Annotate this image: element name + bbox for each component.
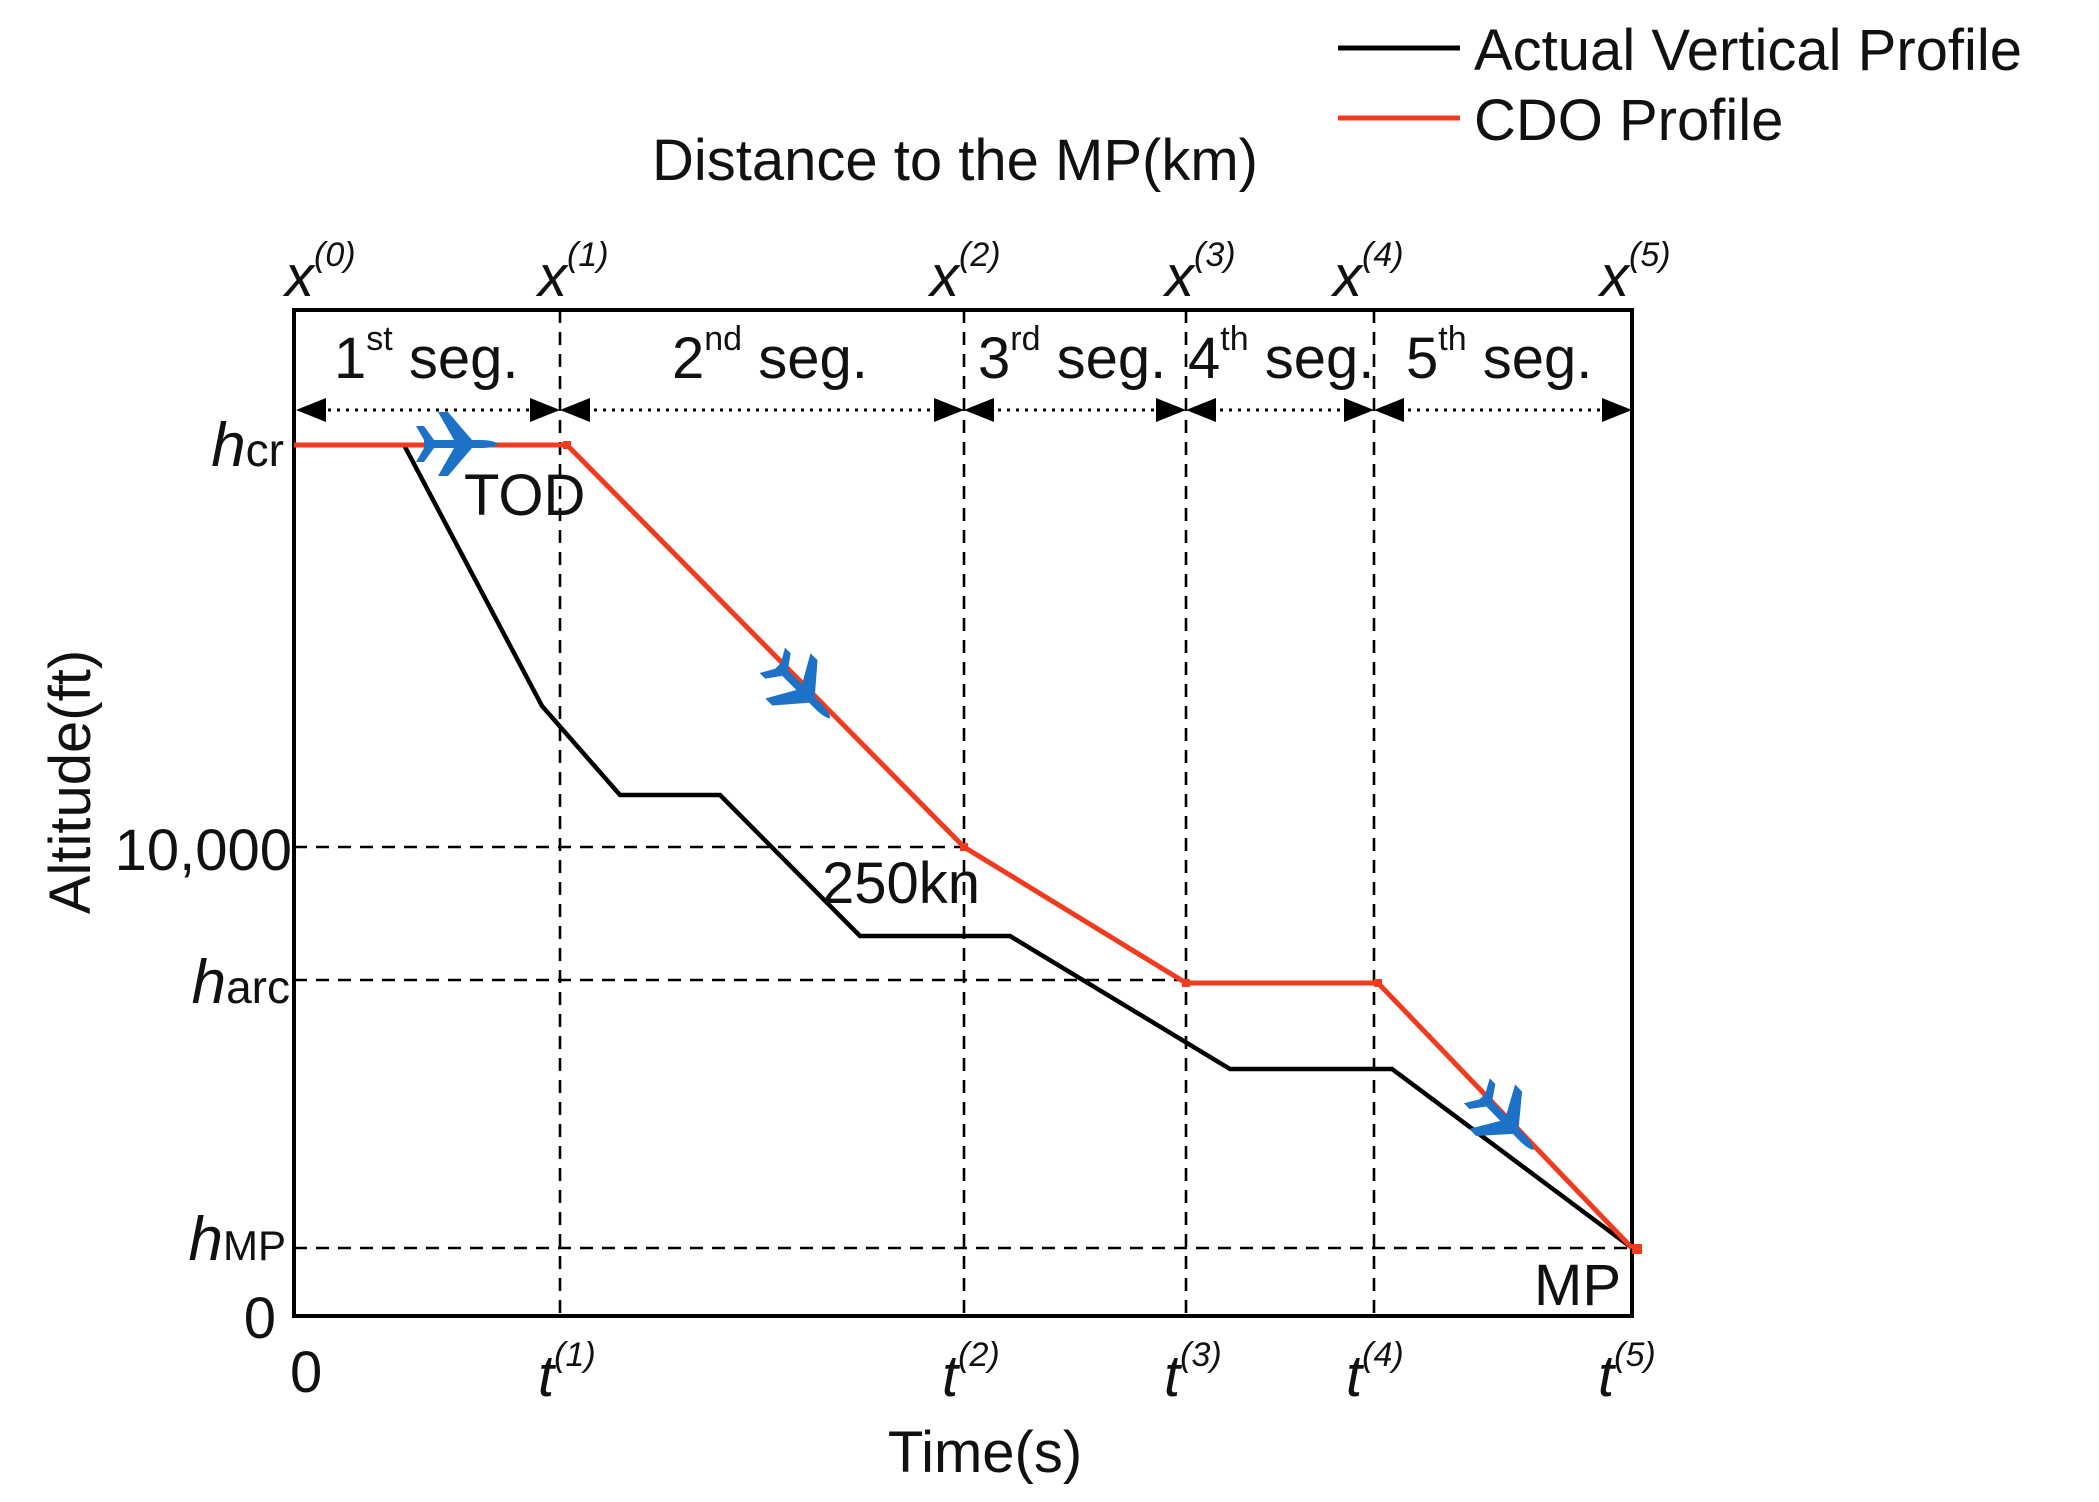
arrowhead-5-right (1602, 398, 1632, 422)
horizontal-guides (294, 845, 1632, 1250)
segment-label-4: 4th seg. (1188, 320, 1374, 391)
cdo-node-tod (563, 441, 571, 449)
arrowhead-1-left (296, 398, 326, 422)
distance-mark-5: x(5) (1597, 236, 1671, 309)
altitude-labels: hcr 10,000 harc hMP 0 (115, 411, 292, 1351)
distance-mark-4: x(4) (1330, 236, 1404, 309)
cdo-node-mp (1632, 1244, 1642, 1254)
actual-profile-line (294, 442, 1634, 1250)
airplane-icon (759, 647, 831, 719)
speed-label: 250kn (822, 851, 980, 916)
legend-actual-label: Actual Vertical Profile (1474, 18, 2022, 83)
arrowhead-5-left (1374, 398, 1404, 422)
y-axis-title: Altitude(ft) (38, 650, 103, 914)
arrowhead-1-right (530, 398, 560, 422)
top-axis-title: Distance to the MP(km) (652, 128, 1258, 193)
time-mark-0: 0 (290, 1340, 322, 1405)
arrowhead-3-left (964, 398, 994, 422)
arrowhead-4-right (1344, 398, 1374, 422)
time-mark-1: t(1) (538, 1336, 596, 1409)
x-axis-title: Time(s) (888, 1420, 1082, 1485)
cdo-node-harc-end (1374, 979, 1382, 987)
legend: Actual Vertical Profile CDO Profile (1338, 18, 2022, 153)
segment-arrows (296, 398, 1632, 422)
segment-labels: 1st seg. 2nd seg. 3rd seg. 4th seg. 5th … (334, 320, 1592, 391)
altitude-label-harc: harc (192, 948, 290, 1017)
segment-label-5: 5th seg. (1406, 320, 1592, 391)
time-mark-3: t(3) (1164, 1336, 1222, 1409)
arrowhead-2-right (934, 398, 964, 422)
segment-label-1: 1st seg. (334, 320, 518, 391)
cdo-node-10000 (960, 843, 968, 851)
legend-cdo-label: CDO Profile (1474, 88, 1783, 153)
altitude-label-hcr: hcr (211, 411, 284, 480)
segment-label-2: 2nd seg. (672, 320, 868, 391)
altitude-label-10000: 10,000 (115, 818, 292, 883)
arrowhead-2-left (560, 398, 590, 422)
arrowhead-3-right (1156, 398, 1186, 422)
distance-mark-1: x(1) (535, 236, 609, 309)
distance-mark-0: x(0) (282, 236, 356, 309)
time-mark-5: t(5) (1598, 1336, 1656, 1409)
arrowhead-4-left (1186, 398, 1216, 422)
distance-mark-3: x(3) (1162, 236, 1236, 309)
time-marks: 0 t(1) t(2) t(3) t(4) t(5) (290, 1336, 1656, 1409)
altitude-label-hmp: hMP (189, 1205, 286, 1274)
distance-mark-2: x(2) (927, 236, 1001, 309)
vertical-guides (558, 310, 1376, 1316)
mp-label: MP (1534, 1253, 1621, 1318)
time-mark-2: t(2) (942, 1336, 1000, 1409)
airplane-icon (1463, 1078, 1534, 1150)
tod-label: TOD (464, 463, 585, 528)
altitude-label-zero: 0 (244, 1286, 276, 1351)
cdo-profile-nodes (563, 441, 1642, 1254)
segment-label-3: 3rd seg. (978, 320, 1166, 391)
cdo-profile-line (294, 442, 1634, 1250)
time-mark-4: t(4) (1346, 1336, 1404, 1409)
distance-marks: x(0) x(1) x(2) x(3) x(4) x(5) (282, 236, 1671, 309)
plot-frame (292, 308, 1634, 1318)
cdo-node-harc-start (1182, 979, 1190, 987)
airplane-icon (416, 412, 498, 476)
